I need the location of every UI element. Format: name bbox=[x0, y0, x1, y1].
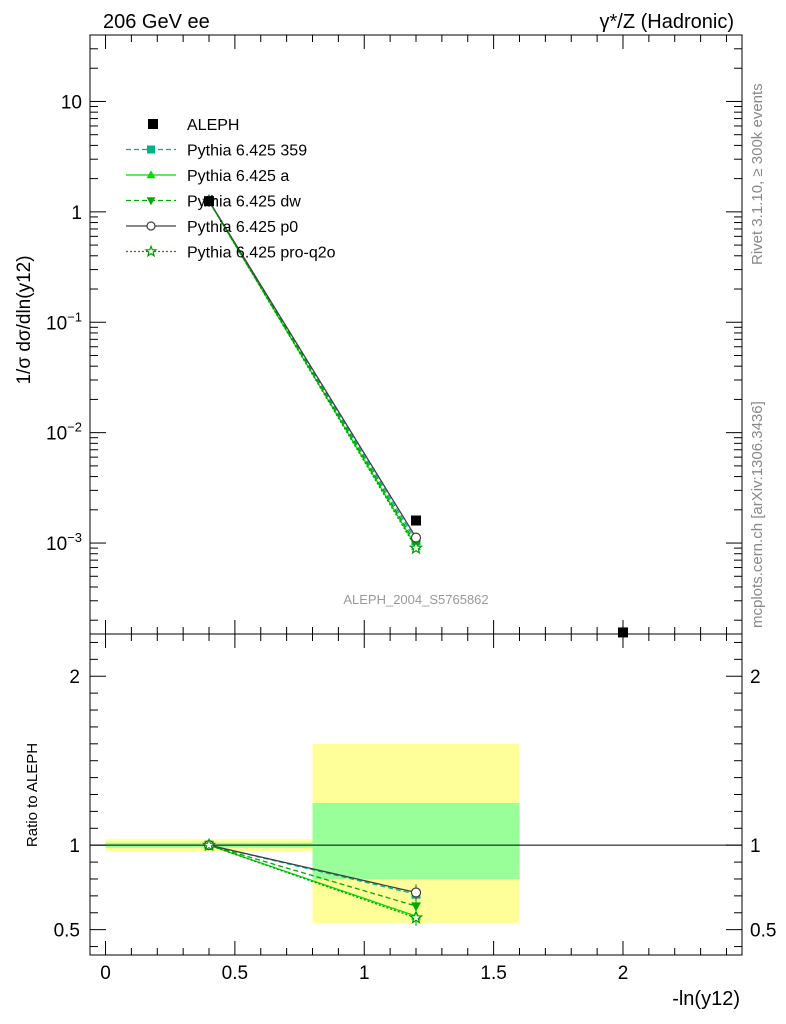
header-right-label: γ*/Z (Hadronic) bbox=[600, 11, 734, 33]
main-series-line-3 bbox=[208, 200, 417, 538]
rivet-version-label: Rivet 3.1.10, ≥ 300k events bbox=[749, 83, 766, 265]
ratio-series-line-4 bbox=[208, 844, 417, 919]
legend-label-0: ALEPH bbox=[187, 117, 239, 134]
legend: ALEPH Pythia 6.425 359 Pythia 6.425 a Pythi… bbox=[126, 117, 336, 262]
main-panel: 10 1 10−1 10−2 10−3 bbox=[46, 34, 743, 638]
ratio-series-point-3-1 bbox=[410, 887, 422, 898]
legend-label-5: Pythia 6.425 pro-q2o bbox=[187, 245, 336, 262]
main-series-line-2 bbox=[208, 200, 417, 545]
main-y-tick-label: 10−2 bbox=[46, 420, 82, 445]
main-series-line-4 bbox=[208, 200, 417, 549]
xlabel: -ln(y12) bbox=[672, 988, 740, 1010]
main-y-tick-label: 10−1 bbox=[46, 309, 82, 334]
mcplots-label: mcplots.cern.ch [arXiv:1306.3436] bbox=[749, 401, 766, 628]
main-y-tick-label: 1 bbox=[71, 203, 82, 224]
x-tick-label: 1.5 bbox=[480, 963, 506, 984]
legend-marker-3 bbox=[146, 197, 156, 206]
ratio-series-point-2-1 bbox=[411, 902, 421, 912]
ratio-y-tick-label-right: 2 bbox=[750, 667, 761, 688]
ratio-series-line-2 bbox=[208, 844, 417, 907]
legend-marker-data bbox=[148, 119, 158, 129]
ratio-y-tick-label-left: 2 bbox=[69, 667, 80, 688]
header-left-label: 206 GeV ee bbox=[103, 11, 210, 33]
legend-marker-2 bbox=[146, 170, 156, 179]
ratio-series-point-4-1 bbox=[408, 910, 424, 924]
x-tick-label: 1 bbox=[359, 963, 370, 984]
ratio-y-tick-label-right: 1 bbox=[750, 836, 761, 857]
ratio-ylabel: Ratio to ALEPH bbox=[24, 743, 41, 847]
x-tick-label: 0.5 bbox=[222, 963, 248, 984]
x-tick-label: 0 bbox=[100, 963, 111, 984]
legend-label-3: Pythia 6.425 dw bbox=[187, 194, 301, 211]
main-series-point-4-1 bbox=[408, 540, 424, 555]
ratio-y-tick-label-left: 0.5 bbox=[54, 921, 80, 942]
svg-text:1/σ dσ/dln(y12): 1/σ dσ/dln(y12) bbox=[14, 255, 35, 384]
legend-label-4: Pythia 6.425 p0 bbox=[187, 219, 298, 236]
main-ylabel-text: 1/σ dσ/dln(y12) bbox=[14, 255, 35, 384]
main-y-tick-label: 10−3 bbox=[46, 530, 82, 555]
analysis-id-label: ALEPH_2004_S5765862 bbox=[343, 592, 488, 607]
ratio-band-inner-1 bbox=[312, 802, 520, 879]
legend-label-2: Pythia 6.425 a bbox=[187, 168, 289, 185]
legend-marker-5 bbox=[144, 244, 158, 258]
legend-marker-1 bbox=[147, 145, 155, 154]
legend-label-1: Pythia 6.425 359 bbox=[187, 143, 307, 160]
ratio-series-point-4-0 bbox=[201, 837, 217, 852]
main-ylabel: 1/σ dσ/dln(y12) bbox=[14, 255, 35, 384]
x-tick-label: 2 bbox=[618, 963, 629, 984]
ratio-panel: 0 0.5 1 1.5 2 2 2 1 1 0.5 0.5 bbox=[54, 633, 776, 984]
legend-marker-4 bbox=[146, 221, 156, 231]
data-point-1 bbox=[411, 515, 421, 526]
ratio-y-tick-label-left: 1 bbox=[69, 836, 80, 857]
ratio-y-tick-label-right: 0.5 bbox=[750, 921, 776, 942]
data-point-0 bbox=[204, 196, 215, 207]
ratio-series-line-3 bbox=[208, 844, 417, 894]
main-y-tick-label: 10 bbox=[61, 92, 82, 113]
